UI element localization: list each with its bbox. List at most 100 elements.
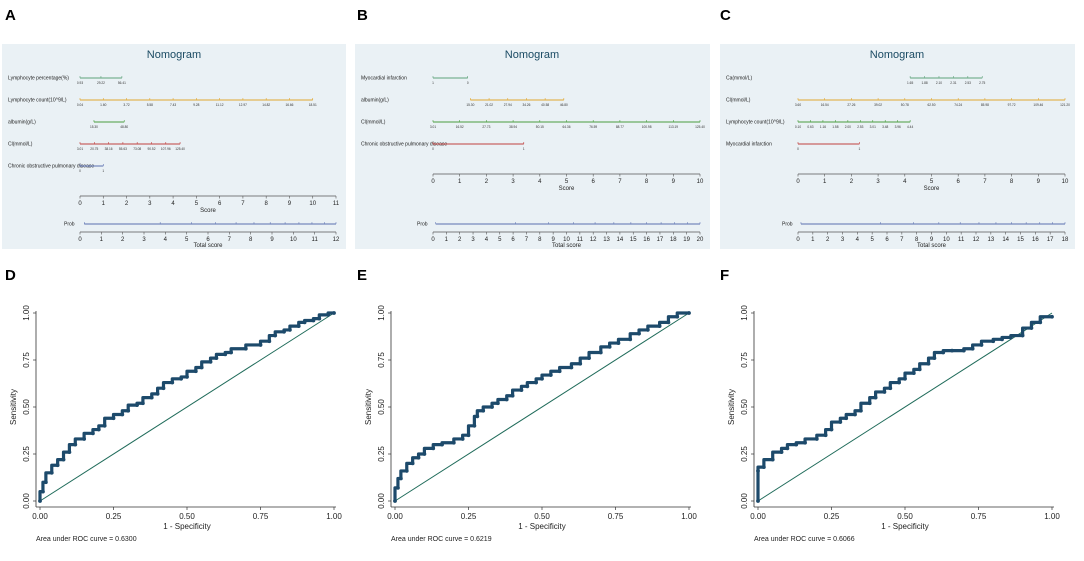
- row-label: albumin(g/L): [8, 120, 36, 126]
- total-axis-tick-label: 7: [900, 237, 904, 243]
- total-axis-tick-label: 8: [915, 237, 919, 243]
- total-axis-tick-label: 3: [841, 237, 845, 243]
- row-label: Myocardial infarction: [361, 76, 407, 82]
- row-label: Chronic obstructive pulmonary disease: [8, 164, 94, 170]
- panel-letter-F: F: [720, 267, 729, 284]
- score-axis-tick-label: 0: [431, 179, 435, 185]
- y-tick-label: 0.50: [22, 399, 31, 415]
- row-tick-label: 85.98: [981, 103, 989, 107]
- total-axis-tick-label: 13: [603, 237, 610, 243]
- row-tick-label: 121.20: [1060, 103, 1070, 107]
- score-axis-tick-label: 11: [333, 201, 340, 207]
- score-axis-tick-label: 3: [511, 179, 515, 185]
- total-axis-tick-label: 12: [590, 237, 597, 243]
- total-axis-tick-label: 6: [511, 237, 515, 243]
- auc-annotation: Area under ROC curve = 0.6066: [754, 536, 855, 543]
- roc-point: [991, 339, 996, 344]
- row-tick-label: 12.97: [239, 103, 247, 107]
- total-axis-tick-label: 11: [577, 237, 584, 243]
- roc-panel-d: 0.00 0.25 0.50 0.75 1.00 0.00 0.25 0.50 0.75 1.00…: [9, 305, 342, 543]
- score-axis-tick-label: 8: [1010, 179, 1014, 185]
- row-tick-label: 0.04: [77, 103, 83, 107]
- row-tick-label: 2.53: [965, 81, 971, 85]
- score-axis-tick-label: 4: [903, 179, 907, 185]
- row-tick-label: 38.94: [509, 125, 517, 129]
- score-axis-tick-label: 2: [850, 179, 854, 185]
- x-tick-label: 0.25: [461, 512, 477, 521]
- row-tick-label: 34.26: [522, 103, 530, 107]
- score-axis-tick-label: 2: [485, 179, 489, 185]
- x-axis-title: 1 - Specificity: [163, 522, 211, 531]
- roc-point: [803, 440, 807, 445]
- x-tick-label: 0.00: [32, 512, 48, 521]
- total-axis-tick-label: 10: [943, 237, 950, 243]
- roc-point: [829, 427, 834, 432]
- row-tick-label: 100.98: [642, 125, 652, 129]
- total-axis-tick-label: 9: [270, 237, 274, 243]
- row-tick-label: 56.41: [118, 81, 126, 85]
- score-axis-tick-label: 10: [697, 179, 704, 185]
- total-axis-tick-label: 11: [312, 237, 319, 243]
- total-axis-tick-label: 16: [1032, 237, 1039, 243]
- row-tick-label: 3.01: [77, 147, 83, 151]
- roc-point: [179, 376, 184, 381]
- row-tick-label: 1: [432, 81, 434, 85]
- roc-point: [504, 397, 509, 402]
- row-tick-label: 62.50: [928, 103, 936, 107]
- row-tick-label: 1.65: [907, 81, 913, 85]
- roc-point: [135, 403, 139, 408]
- x-tick-label: 1.00: [1044, 512, 1060, 521]
- row-label: Chronic obstructive pulmonary disease: [361, 142, 447, 148]
- roc-point: [472, 423, 477, 428]
- roc-point: [926, 361, 931, 366]
- roc-point: [932, 356, 937, 361]
- score-axis-tick-label: 1: [102, 201, 106, 207]
- reference-line: [757, 312, 1053, 502]
- x-tick-label: 0.50: [179, 512, 195, 521]
- roc-point: [451, 440, 456, 445]
- row-tick-label: 2.53: [857, 125, 863, 129]
- nomogram-panel-a: Nomogram Lymphocyte percentage(%)0.93 29.…: [2, 44, 346, 249]
- x-tick-label: 0.00: [750, 512, 766, 521]
- auc-annotation: Area under ROC curve = 0.6219: [391, 536, 492, 543]
- roc-point: [73, 442, 78, 447]
- reference-line: [39, 312, 335, 502]
- roc-point: [756, 469, 760, 473]
- prob-label: Prob: [417, 222, 428, 228]
- row-tick-label: 27.73: [482, 125, 490, 129]
- row-tick-label: 90.52: [147, 147, 155, 151]
- roc-point: [223, 352, 228, 357]
- row-tick-label: 7.43: [170, 103, 176, 107]
- auc-annotation: Area under ROC curve = 0.6300: [36, 536, 137, 543]
- roc-point: [657, 324, 662, 329]
- nomogram-background: [355, 44, 710, 249]
- row-tick-label: 0.63: [807, 125, 813, 129]
- roc-point: [1000, 337, 1004, 342]
- row-tick-label: 46.80: [560, 103, 568, 107]
- x-tick-label: 0.75: [971, 512, 987, 521]
- row-tick-label: 0.93: [77, 81, 83, 85]
- x-axis-title: 1 - Specificity: [881, 522, 929, 531]
- row-tick-label: 1: [523, 147, 525, 151]
- roc-point: [326, 312, 331, 317]
- row-tick-label: 2.00: [845, 125, 851, 129]
- panel-letter-D: D: [5, 267, 16, 284]
- roc-point: [490, 405, 494, 409]
- row-tick-label: 113.19: [669, 125, 679, 129]
- row-label: Myocardial infarction: [726, 142, 772, 148]
- row-tick-label: 3.60: [795, 103, 801, 107]
- nomogram-background: [2, 44, 346, 249]
- roc-point: [756, 499, 760, 503]
- row-tick-label: 21.02: [485, 103, 493, 107]
- row-tick-label: 74.24: [954, 103, 962, 107]
- total-axis-tick-label: 3: [471, 237, 475, 243]
- row-tick-label: 97.72: [1008, 103, 1016, 107]
- roc-point: [587, 356, 591, 361]
- total-axis-tick-label: 1: [811, 237, 815, 243]
- score-axis-tick-label: 5: [930, 179, 934, 185]
- row-tick-label: 40.58: [541, 103, 549, 107]
- roc-point: [55, 463, 60, 468]
- roc-point: [332, 311, 336, 315]
- y-tick-label: 0.00: [22, 493, 31, 509]
